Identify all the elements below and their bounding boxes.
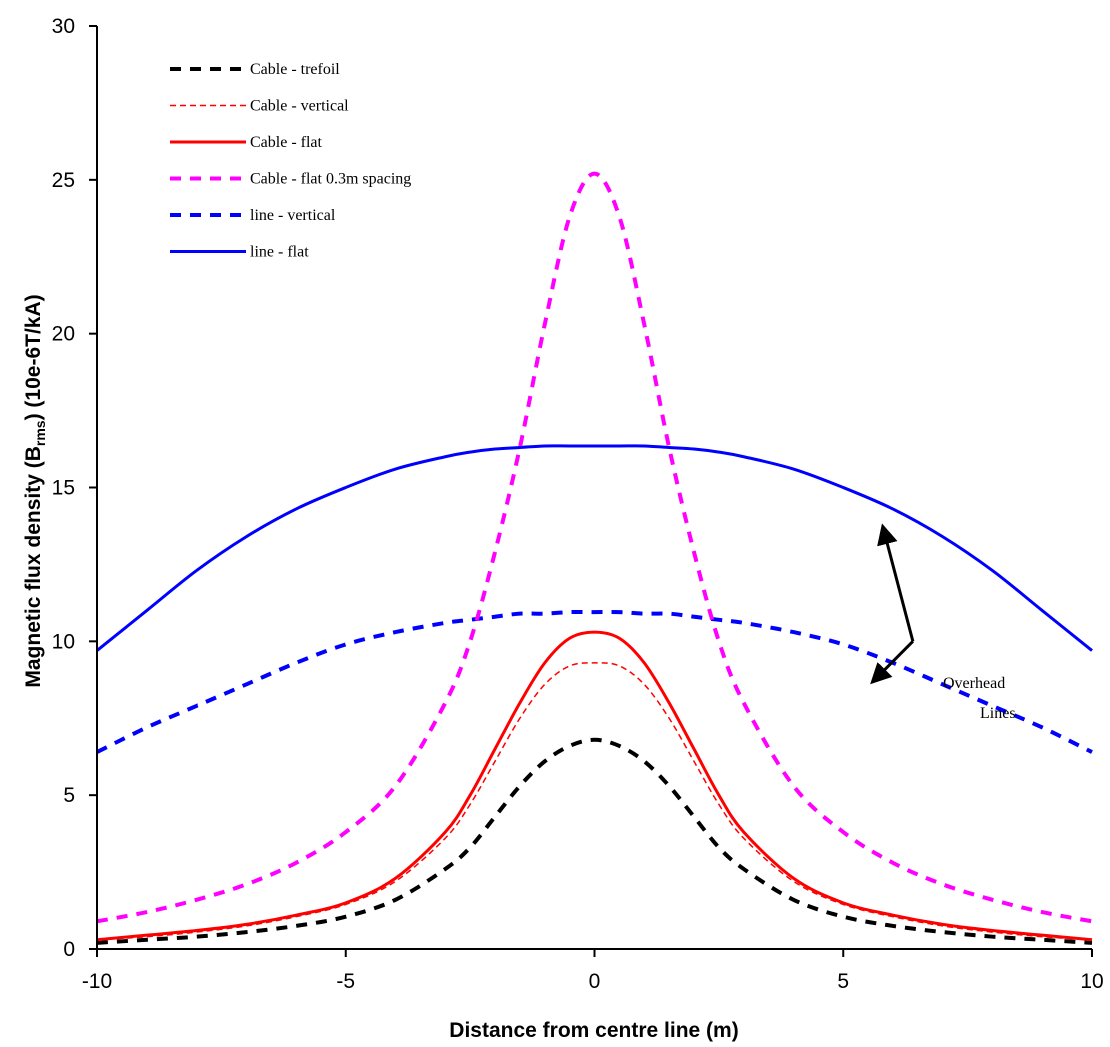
- y-tick-label: 20: [52, 323, 75, 346]
- x-axis-title: Distance from centre line (m): [449, 1019, 738, 1042]
- x-ticks: -10 -5 0 5 10: [82, 949, 1104, 993]
- x-tick-label: -10: [82, 970, 112, 993]
- legend-label-line-flat: line - flat: [250, 244, 309, 261]
- annotation-arrow: [877, 523, 915, 642]
- series-line-cable-flat-0-3m-spacing: [96, 171, 1093, 924]
- legend-label-cable-flat-0-3m-spacing: Cable - flat 0.3m spacing: [250, 171, 411, 188]
- legend-label-cable-vertical: Cable - vertical: [250, 98, 349, 115]
- annotation-arrow: [870, 640, 914, 685]
- y-tick-label: 30: [52, 15, 75, 38]
- legend: Cable - trefoil Cable - vertical Cable - f…: [170, 61, 411, 261]
- y-axis-title: Magnetic flux density (Brms) (10e-6T/kA): [22, 294, 48, 687]
- legend-label-cable-flat: Cable - flat: [250, 134, 323, 151]
- annotation-text-line1: Overhead: [943, 675, 1005, 692]
- x-tick-label: 5: [837, 970, 849, 993]
- y-tick-label: 5: [63, 784, 75, 807]
- axes: 0 5 10 15 20 25 30 -10 -5 0 5 10: [52, 15, 1104, 993]
- y-tick-label: 10: [52, 630, 75, 653]
- x-tick-label: -5: [336, 970, 355, 993]
- series-layer: [96, 171, 1093, 945]
- y-tick-label: 0: [63, 938, 75, 961]
- plot-area: [96, 171, 1093, 945]
- legend-label-cable-trefoil: Cable - trefoil: [250, 61, 340, 78]
- series-line-cable-vertical: [96, 662, 1093, 941]
- x-tick-label: 0: [589, 970, 601, 993]
- series-line-line-flat: [96, 444, 1093, 652]
- annotation-text-line2: Lines: [980, 705, 1016, 722]
- x-tick-label: 10: [1080, 970, 1103, 993]
- series-line-cable-trefoil: [96, 737, 1093, 945]
- y-tick-label: 25: [52, 169, 75, 192]
- series-line-line-vertical: [96, 609, 1093, 754]
- annotation-overhead-lines: Overhead Lines: [870, 523, 1016, 722]
- y-axis-title-prefix: Magnetic flux density (B: [22, 446, 45, 688]
- y-axis-title-suffix: ) (10e-6T/kA): [22, 294, 45, 420]
- series-line-cable-flat: [96, 630, 1093, 942]
- legend-label-line-vertical: line - vertical: [250, 207, 336, 224]
- y-tick-label: 15: [52, 477, 75, 500]
- y-ticks: 0 5 10 15 20 25 30: [52, 15, 97, 961]
- y-axis-title-subscript: rms: [32, 420, 48, 446]
